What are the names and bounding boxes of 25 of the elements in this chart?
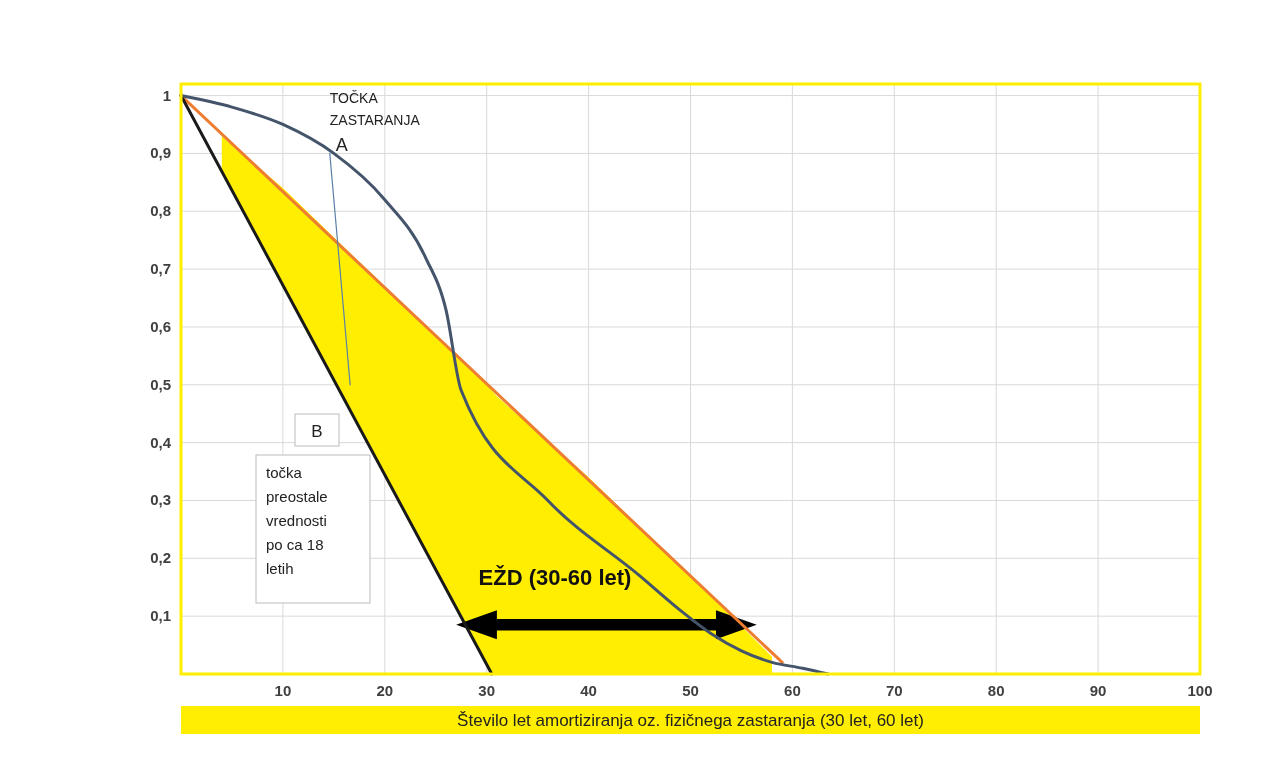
annotation: točka preostale vrednosti po ca 18 letih	[266, 464, 328, 577]
x-tick-label: 50	[682, 682, 699, 699]
y-tick-label: 0,7	[150, 260, 171, 278]
y-tick-label: 0,3	[150, 491, 171, 509]
y-tick-label: 1	[162, 86, 171, 104]
y-tick-label: 0,2	[150, 549, 171, 567]
x-tick-label: 20	[376, 682, 394, 699]
x-axis-title: Število let amortiziranja oz. fizičnega zastaranja (30 let, 60 let)	[457, 711, 924, 730]
y-tick-label: 0,1	[150, 607, 171, 625]
x-tick-label: 30	[478, 682, 496, 699]
annotation: EŽD (30-60 let)	[478, 565, 632, 590]
x-tick-label: 70	[885, 682, 903, 699]
y-tick-label: 0,9	[150, 144, 171, 162]
y-tick-label: 0,6	[150, 317, 171, 335]
x-tick-label: 100	[1187, 682, 1213, 699]
y-tick-label: 0,4	[150, 433, 172, 451]
x-tick-label: 10	[274, 682, 292, 699]
x-tick-label: 90	[1089, 682, 1107, 699]
x-tick-label: 60	[784, 682, 801, 699]
y-tick-label: 0,8	[150, 202, 171, 220]
y-tick-label: 0,5	[150, 375, 171, 393]
x-tick-label: 40	[580, 682, 597, 699]
annotation: B	[311, 422, 323, 441]
x-tick-label: 80	[987, 682, 1005, 699]
annotation: TOČKA ZASTARANJA A	[329, 90, 421, 156]
